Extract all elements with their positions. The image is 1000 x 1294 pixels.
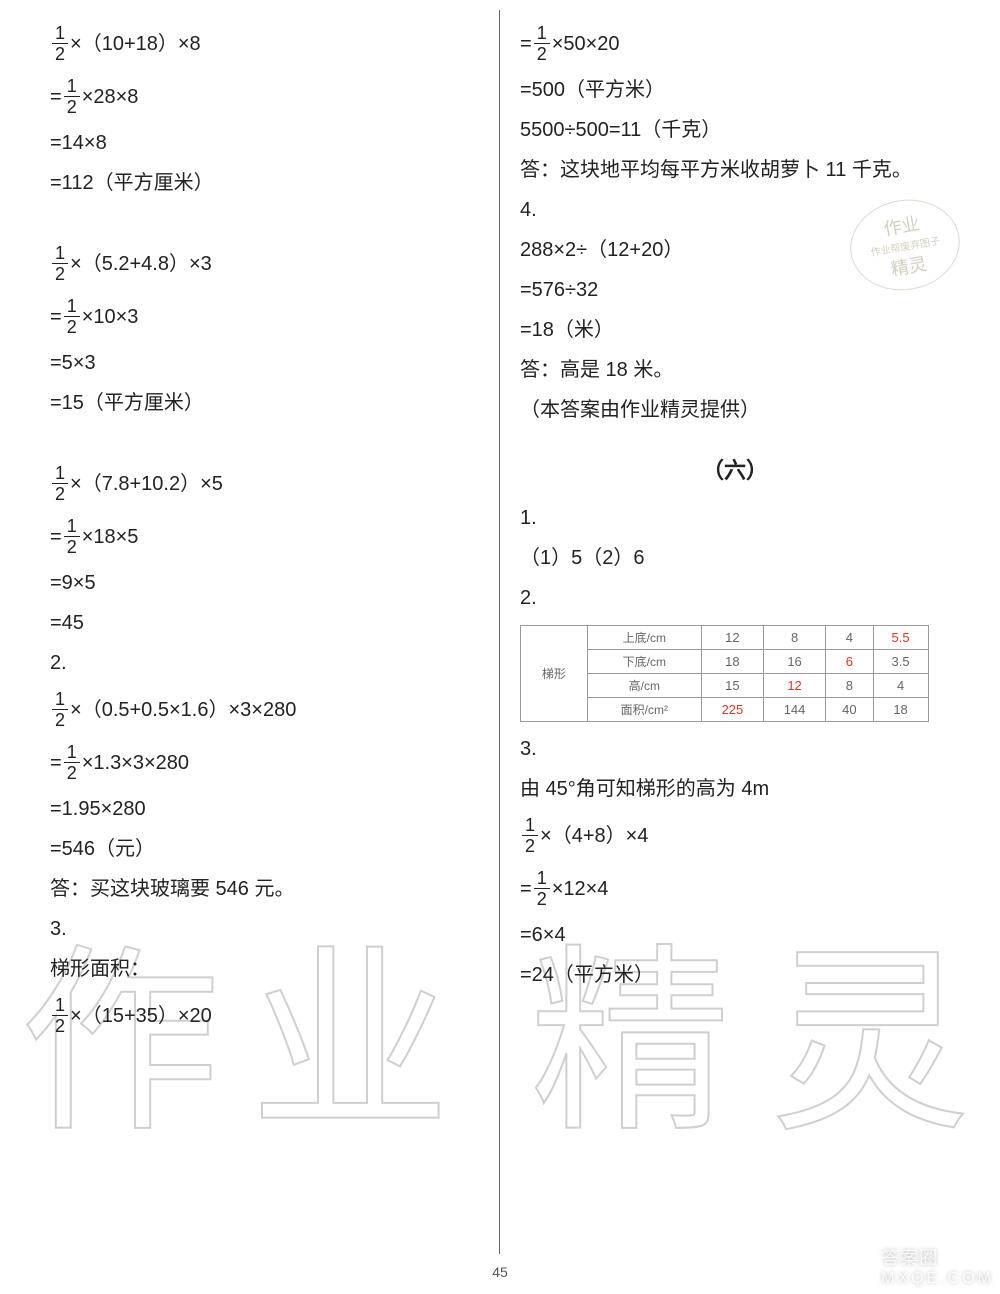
- question-label: 3.: [50, 916, 479, 942]
- left-column: 12×（10+18）×8 = 12×28×8 =14×8 =112（平方厘米） …: [30, 10, 500, 1254]
- text-line: 由 45°角可知梯形的高为 4m: [520, 776, 950, 802]
- math-line: = 12×18×5: [50, 517, 479, 556]
- table-cell: 5.5: [873, 626, 928, 650]
- table-row-label: 下底/cm: [587, 650, 701, 674]
- table-row-label: 面积/cm²: [587, 698, 701, 722]
- math-line: =9×5: [50, 570, 479, 596]
- table-cell: 18: [701, 650, 763, 674]
- table-cell: 8: [826, 674, 874, 698]
- math-line: =6×4: [520, 922, 950, 948]
- answer-line: 答：这块地平均每平方米收胡萝卜 11 千克。: [520, 157, 950, 183]
- math-line: = 12×10×3: [50, 297, 479, 336]
- math-line: =15（平方厘米）: [50, 390, 479, 416]
- table-cell: 4: [826, 626, 874, 650]
- table-cell: 6: [826, 650, 874, 674]
- table-row-label: 高/cm: [587, 674, 701, 698]
- answer-line: 答：买这块玻璃要 546 元。: [50, 876, 479, 902]
- table-row-label: 上底/cm: [587, 626, 701, 650]
- math-line: =45: [50, 610, 479, 636]
- math-line: =546（元）: [50, 836, 479, 862]
- table-cell: 40: [826, 698, 874, 722]
- math-line: = 12×50×20: [520, 24, 950, 63]
- question-label: 1.: [520, 505, 950, 531]
- table-cell: 18: [873, 698, 928, 722]
- table-cell: 225: [701, 698, 763, 722]
- table-cell: 16: [763, 650, 825, 674]
- answer-line: （1）5（2）6: [520, 545, 950, 571]
- math-line: 5500÷500=11（千克）: [520, 117, 950, 143]
- math-line: =112（平方厘米）: [50, 170, 479, 196]
- math-line: 12×（15+35）×20: [50, 996, 479, 1035]
- math-line: =5×3: [50, 350, 479, 376]
- question-label: 2.: [50, 650, 479, 676]
- math-line: 12×（10+18）×8: [50, 24, 479, 63]
- math-line: 12×（4+8）×4: [520, 816, 950, 855]
- table-cell: 3.5: [873, 650, 928, 674]
- math-line: = 12×1.3×3×280: [50, 743, 479, 782]
- math-line: 12×（5.2+4.8）×3: [50, 244, 479, 283]
- table-cell: 8: [763, 626, 825, 650]
- section-title: （六）: [520, 453, 950, 485]
- question-label: 2.: [520, 585, 950, 611]
- math-line: = 12×12×4: [520, 869, 950, 908]
- table-cell: 144: [763, 698, 825, 722]
- question-label: 3.: [520, 736, 950, 762]
- math-line: 12×（0.5+0.5×1.6）×3×280: [50, 690, 479, 729]
- text-line: 梯形面积：: [50, 956, 479, 982]
- math-line: =14×8: [50, 130, 479, 156]
- table-cell: 4: [873, 674, 928, 698]
- table-side-label: 梯形: [521, 626, 588, 722]
- page: 12×（10+18）×8 = 12×28×8 =14×8 =112（平方厘米） …: [0, 0, 1000, 1294]
- math-line: =24（平方米）: [520, 962, 950, 988]
- math-line: 12×（7.8+10.2）×5: [50, 464, 479, 503]
- math-line: = 12×28×8: [50, 77, 479, 116]
- math-line: =500（平方米）: [520, 77, 950, 103]
- trapezoid-table: 梯形 上底/cm 12 8 4 5.5 下底/cm 18 16 6 3.5 高/…: [520, 625, 929, 722]
- answer-line: 答：高是 18 米。: [520, 357, 950, 383]
- table-cell: 15: [701, 674, 763, 698]
- right-column: 作业 作业帮废弃图子 精灵 = 12×50×20 =500（平方米） 5500÷…: [500, 10, 970, 1254]
- math-line: =1.95×280: [50, 796, 479, 822]
- math-line: =18（米）: [520, 317, 950, 343]
- table-cell: 12: [701, 626, 763, 650]
- table-cell: 12: [763, 674, 825, 698]
- note-line: （本答案由作业精灵提供）: [520, 397, 950, 423]
